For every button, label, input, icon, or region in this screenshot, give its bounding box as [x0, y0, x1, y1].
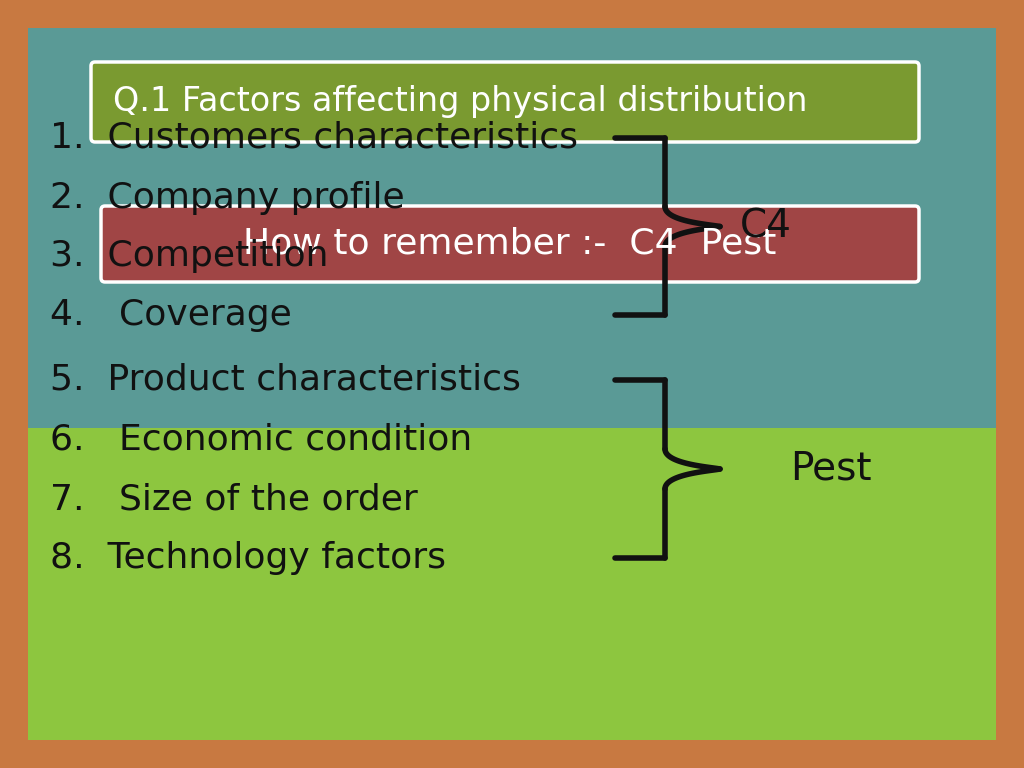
Text: 8.  Technology factors: 8. Technology factors [50, 541, 446, 575]
Text: 6.   Economic condition: 6. Economic condition [50, 423, 472, 457]
Text: 4.   Coverage: 4. Coverage [50, 298, 292, 332]
Text: Q.1 Factors affecting physical distribution: Q.1 Factors affecting physical distribut… [113, 85, 808, 118]
Text: 1.  Customers characteristics: 1. Customers characteristics [50, 121, 578, 155]
Text: 7.   Size of the order: 7. Size of the order [50, 483, 418, 517]
FancyBboxPatch shape [91, 62, 919, 142]
Text: 5.  Product characteristics: 5. Product characteristics [50, 363, 521, 397]
Text: C4: C4 [740, 207, 792, 246]
Text: How to remember :-  C4  Pest: How to remember :- C4 Pest [244, 227, 776, 261]
Polygon shape [28, 428, 996, 740]
Text: 3.  Competition: 3. Competition [50, 239, 329, 273]
Text: Pest: Pest [790, 450, 871, 488]
FancyBboxPatch shape [28, 28, 996, 740]
Text: 2.  Company profile: 2. Company profile [50, 181, 404, 215]
FancyBboxPatch shape [101, 206, 919, 282]
